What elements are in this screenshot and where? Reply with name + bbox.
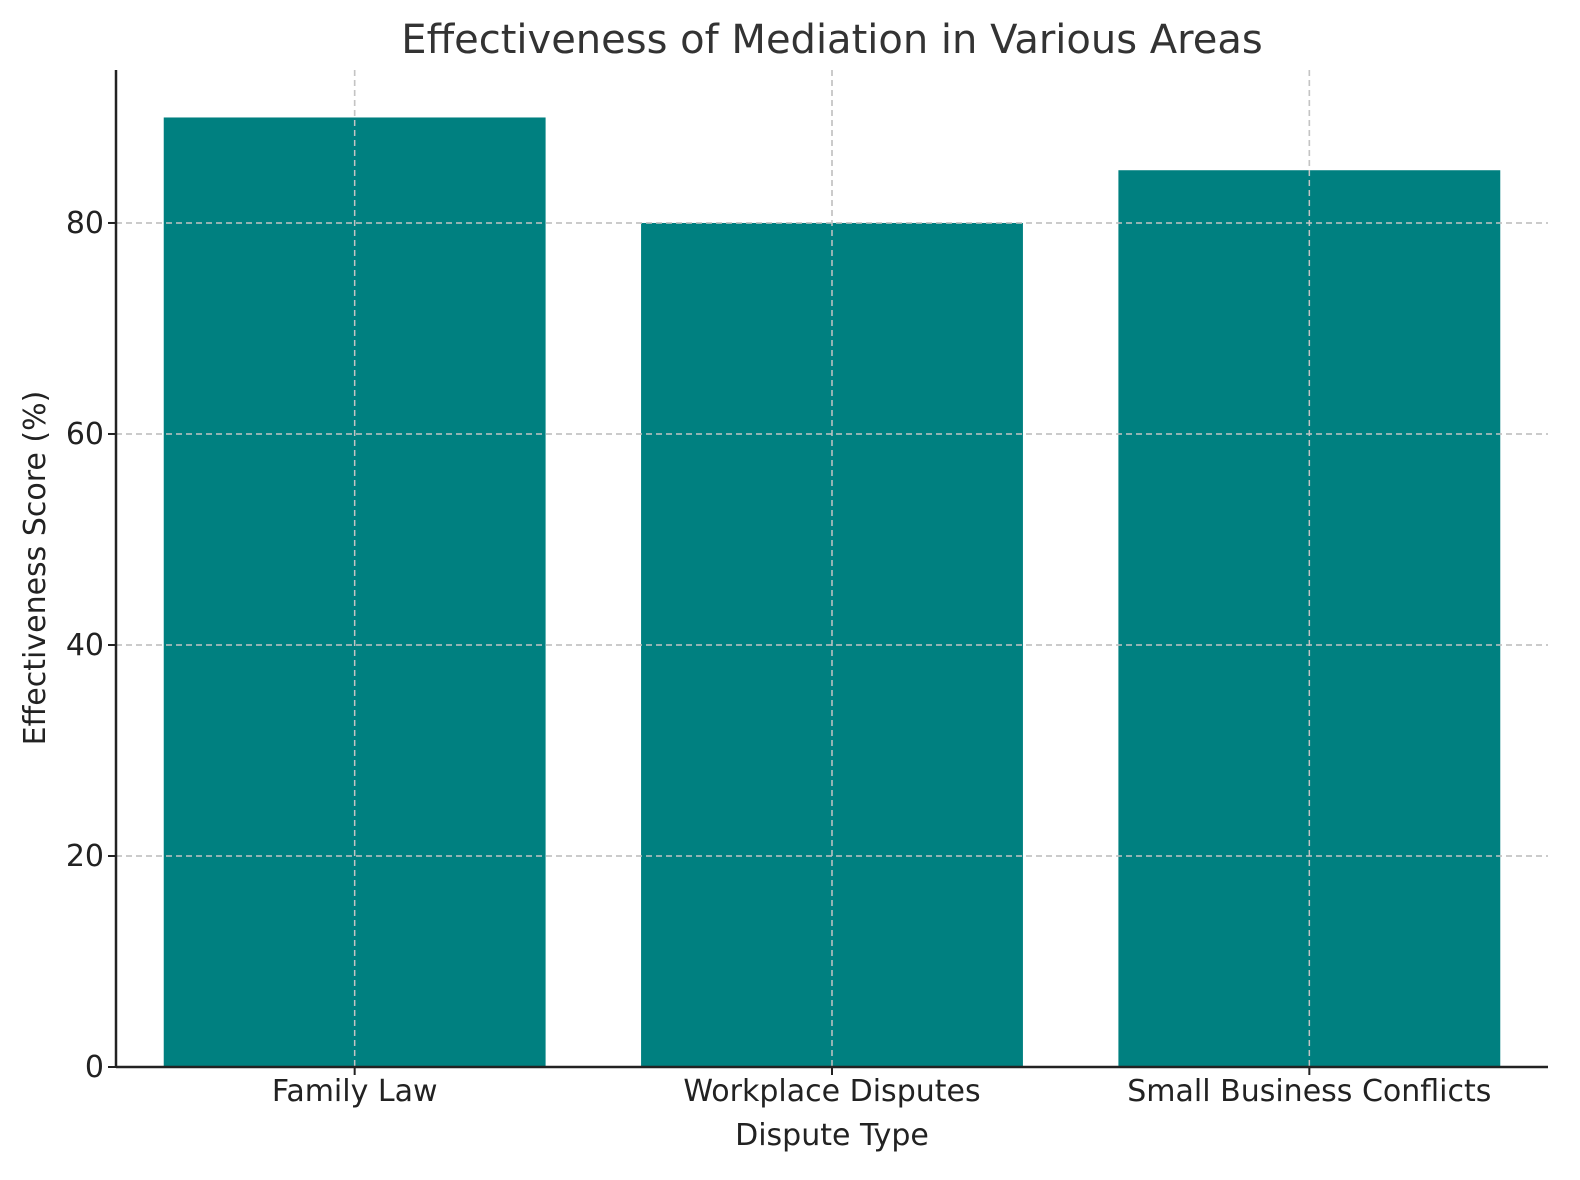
y-tick-label: 0 — [85, 1050, 104, 1085]
x-tick-label: Workplace Disputes — [683, 1074, 980, 1109]
bar — [1118, 170, 1501, 1067]
x-tick-label: Small Business Conflicts — [1127, 1074, 1491, 1109]
x-axis-label: Dispute Type — [735, 1118, 929, 1153]
y-tick-label: 20 — [66, 839, 104, 874]
ticks-layer: 0 20 40 60 80 Family Law Workplace Disputes Sma… — [66, 206, 1492, 1109]
y-tick-label: 60 — [66, 417, 104, 452]
chart-title: Effectiveness of Mediation in Various Ar… — [401, 17, 1262, 63]
y-axis-label: Effectiveness Score (%) — [18, 391, 53, 746]
x-tick-label: Family Law — [272, 1074, 438, 1109]
y-tick-label: 40 — [66, 628, 104, 663]
bars-layer — [116, 70, 1548, 1068]
y-tick-label: 80 — [66, 206, 104, 241]
